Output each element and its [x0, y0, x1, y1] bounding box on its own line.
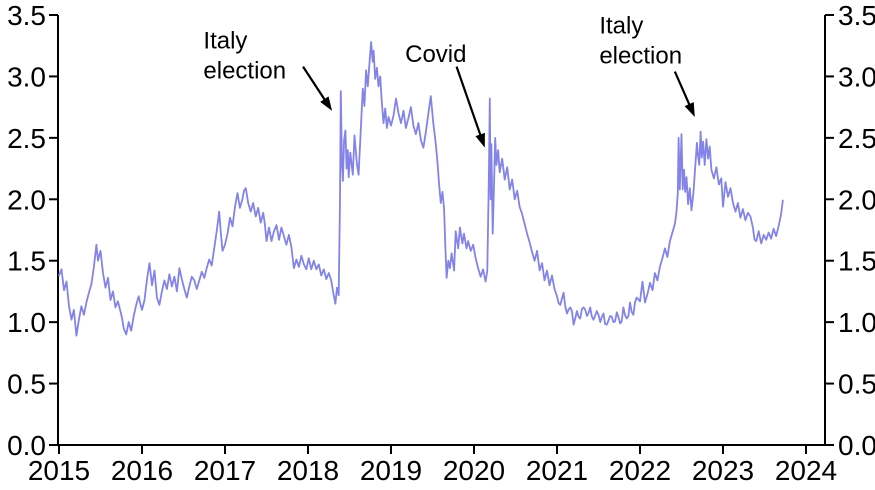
y-axis-left-tick-label: 2.5 [7, 123, 46, 154]
y-axis-left-tick-label: 0.5 [7, 369, 46, 400]
annotation-arrow-line [455, 66, 484, 142]
y-axis-right-tick-label: 2.0 [838, 184, 875, 215]
annotation-text: Italy [203, 27, 247, 54]
y-axis-left-tick-label: 0.0 [7, 430, 46, 461]
x-axis-tick-label: 2018 [277, 455, 339, 486]
x-axis-tick-label: 2023 [692, 455, 754, 486]
x-axis-tick-label: 2024 [775, 455, 837, 486]
x-axis-tick-label: 2015 [28, 455, 90, 486]
y-axis-left-tick-label: 2.0 [7, 184, 46, 215]
annotation-text: election [599, 43, 682, 70]
y-axis-right-tick-label: 1.5 [838, 246, 875, 277]
y-axis-right-tick-label: 0.0 [838, 430, 875, 461]
x-axis-tick-label: 2017 [194, 455, 256, 486]
y-axis-right-tick-label: 1.0 [838, 307, 875, 338]
y-axis-right-tick-label: 0.5 [838, 369, 875, 400]
annotation-arrowhead-icon [320, 96, 333, 111]
y-axis-right-tick-label: 3.0 [838, 61, 875, 92]
annotation-text: election [203, 57, 286, 84]
annotation-arrowhead-icon [475, 132, 485, 148]
x-axis-tick-label: 2022 [609, 455, 671, 486]
y-axis-left-tick-label: 3.0 [7, 61, 46, 92]
y-axis-right-tick-label: 2.5 [838, 123, 875, 154]
annotation-arrowhead-icon [684, 102, 695, 117]
y-axis-right-tick-label: 3.5 [838, 0, 875, 31]
x-axis-tick-label: 2020 [443, 455, 505, 486]
annotation-arrow-line [673, 71, 693, 112]
y-axis-left-tick-label: 1.5 [7, 246, 46, 277]
x-axis-tick-label: 2021 [526, 455, 588, 486]
annotation-arrow-line [302, 65, 330, 106]
y-axis-left-tick-label: 3.5 [7, 0, 46, 31]
y-axis-left-tick-label: 1.0 [7, 307, 46, 338]
annotation-text: Italy [599, 13, 643, 40]
x-axis-tick-label: 2016 [111, 455, 173, 486]
annotation-text: Covid [405, 41, 466, 68]
x-axis-tick-label: 2019 [360, 455, 422, 486]
series-line-spread [58, 41, 784, 337]
